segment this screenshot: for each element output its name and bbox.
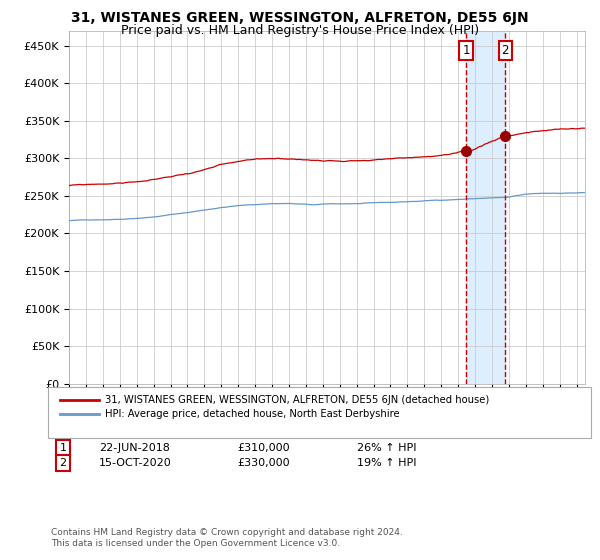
Text: 1: 1 bbox=[463, 44, 470, 57]
Text: HPI: Average price, detached house, North East Derbyshire: HPI: Average price, detached house, Nort… bbox=[105, 409, 400, 419]
Bar bbox=[466, 31, 505, 384]
Text: 31, WISTANES GREEN, WESSINGTON, ALFRETON, DE55 6JN: 31, WISTANES GREEN, WESSINGTON, ALFRETON… bbox=[71, 11, 529, 25]
Text: 2: 2 bbox=[502, 44, 509, 57]
Text: £310,000: £310,000 bbox=[237, 443, 290, 453]
Text: 19% ↑ HPI: 19% ↑ HPI bbox=[357, 458, 416, 468]
Text: Contains HM Land Registry data © Crown copyright and database right 2024.
This d: Contains HM Land Registry data © Crown c… bbox=[51, 528, 403, 548]
Text: 26% ↑ HPI: 26% ↑ HPI bbox=[357, 443, 416, 453]
Text: 1: 1 bbox=[59, 443, 67, 453]
Text: 15-OCT-2020: 15-OCT-2020 bbox=[99, 458, 172, 468]
Text: 31, WISTANES GREEN, WESSINGTON, ALFRETON, DE55 6JN (detached house): 31, WISTANES GREEN, WESSINGTON, ALFRETON… bbox=[105, 395, 489, 405]
Text: 2: 2 bbox=[59, 458, 67, 468]
Text: Price paid vs. HM Land Registry's House Price Index (HPI): Price paid vs. HM Land Registry's House … bbox=[121, 24, 479, 36]
Text: 22-JUN-2018: 22-JUN-2018 bbox=[99, 443, 170, 453]
Text: £330,000: £330,000 bbox=[237, 458, 290, 468]
